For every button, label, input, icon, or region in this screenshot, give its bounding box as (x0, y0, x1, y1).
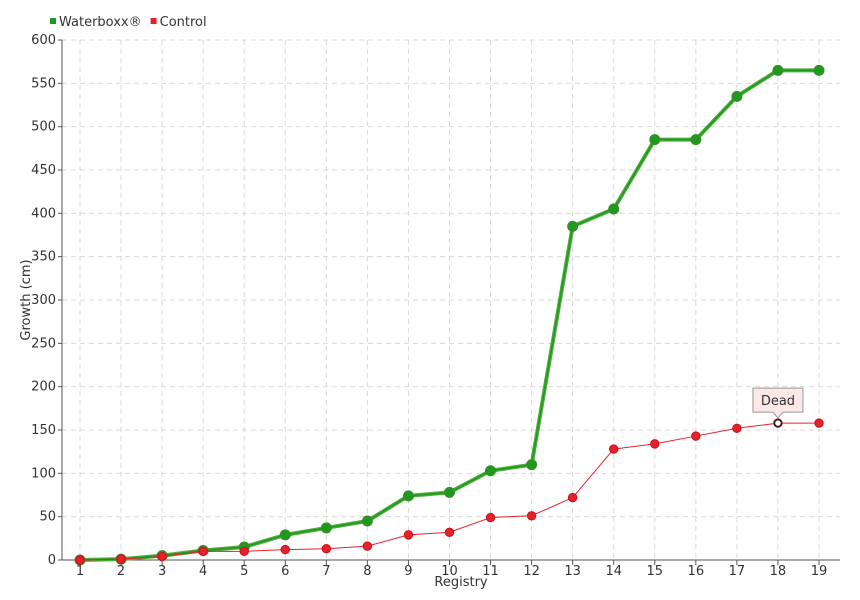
data-point-waterboxx (813, 64, 825, 76)
x-tick-label: 12 (523, 564, 540, 579)
data-point-waterboxx (690, 134, 702, 146)
data-point-control (691, 431, 701, 441)
tooltip-label: Dead (761, 394, 795, 409)
annotations: Dead (752, 387, 804, 428)
legend: Waterboxx® Control (50, 15, 207, 30)
y-axis-title: Growth (cm) (19, 259, 34, 340)
series (74, 64, 825, 566)
data-point-waterboxx (279, 529, 291, 541)
data-point-control (609, 444, 619, 454)
legend-swatch-waterboxx (50, 18, 56, 24)
x-tick-label: 18 (770, 564, 787, 579)
highlighted-point (773, 418, 783, 428)
y-tick-label: 200 (31, 380, 56, 395)
data-point-waterboxx (772, 64, 784, 76)
y-tick-label: 550 (31, 76, 56, 91)
x-tick-label: 9 (404, 564, 412, 579)
y-tick-label: 350 (31, 250, 56, 265)
x-tick-label: 6 (281, 564, 289, 579)
y-tick-label: 150 (31, 423, 56, 438)
tooltip-box (752, 387, 804, 419)
x-tick-label: 1 (76, 564, 84, 579)
y-tick-label: 600 (31, 33, 56, 48)
data-point-waterboxx (649, 134, 661, 146)
x-axis-title: Registry (434, 575, 488, 590)
y-tick-label: 500 (31, 120, 56, 135)
y-tick-label: 300 (31, 293, 56, 308)
data-point-control (116, 554, 126, 564)
data-point-waterboxx (485, 465, 497, 477)
grid (62, 39, 840, 560)
y-tick-label: 250 (31, 336, 56, 351)
x-tick-label: 2 (117, 564, 125, 579)
data-point-control (485, 512, 496, 523)
data-point-control (362, 541, 373, 551)
x-tick-label: 13 (564, 564, 581, 579)
data-point-control (239, 546, 249, 557)
x-tick-label: 16 (688, 564, 705, 579)
x-tick-label: 3 (158, 564, 166, 579)
legend-swatch-control (150, 18, 157, 24)
data-point-control (75, 555, 85, 565)
x-tick-label: 14 (605, 564, 622, 579)
data-point-waterboxx (526, 459, 538, 471)
y-tick-label: 400 (31, 206, 56, 221)
x-tick-label: 8 (363, 564, 371, 579)
data-point-control (732, 423, 742, 433)
legend-label-control: Control (160, 15, 207, 30)
y-tick-label: 0 (48, 553, 56, 568)
legend-label-waterboxx: Waterboxx® (59, 15, 142, 30)
y-tick-label: 450 (31, 163, 56, 178)
data-point-waterboxx (567, 220, 579, 232)
data-point-control (321, 544, 332, 554)
x-tick-label: 5 (240, 564, 248, 579)
x-tick-label: 17 (729, 564, 746, 579)
data-point-control (198, 546, 208, 557)
data-point-waterboxx (402, 490, 414, 502)
x-tick-label: 19 (811, 564, 828, 579)
data-point-waterboxx (361, 515, 373, 527)
y-tick-label: 50 (39, 510, 56, 525)
data-point-control (650, 439, 660, 449)
data-point-control (814, 418, 824, 428)
data-point-control (567, 492, 578, 503)
data-point-waterboxx (444, 486, 455, 498)
x-tick-label: 4 (199, 564, 207, 579)
data-point-control (444, 527, 455, 537)
data-point-waterboxx (731, 90, 743, 102)
data-point-control (280, 544, 290, 555)
y-tick-label: 100 (31, 466, 56, 481)
data-point-control (403, 530, 414, 540)
x-tick-label: 11 (482, 564, 499, 579)
data-point-control (157, 551, 167, 562)
data-point-control (526, 511, 537, 521)
x-tick-label: 10 (441, 564, 458, 579)
data-point-waterboxx (608, 203, 620, 215)
data-point-waterboxx (320, 522, 332, 534)
x-tick-label: 7 (322, 564, 330, 579)
x-tick-label: 15 (647, 564, 664, 579)
